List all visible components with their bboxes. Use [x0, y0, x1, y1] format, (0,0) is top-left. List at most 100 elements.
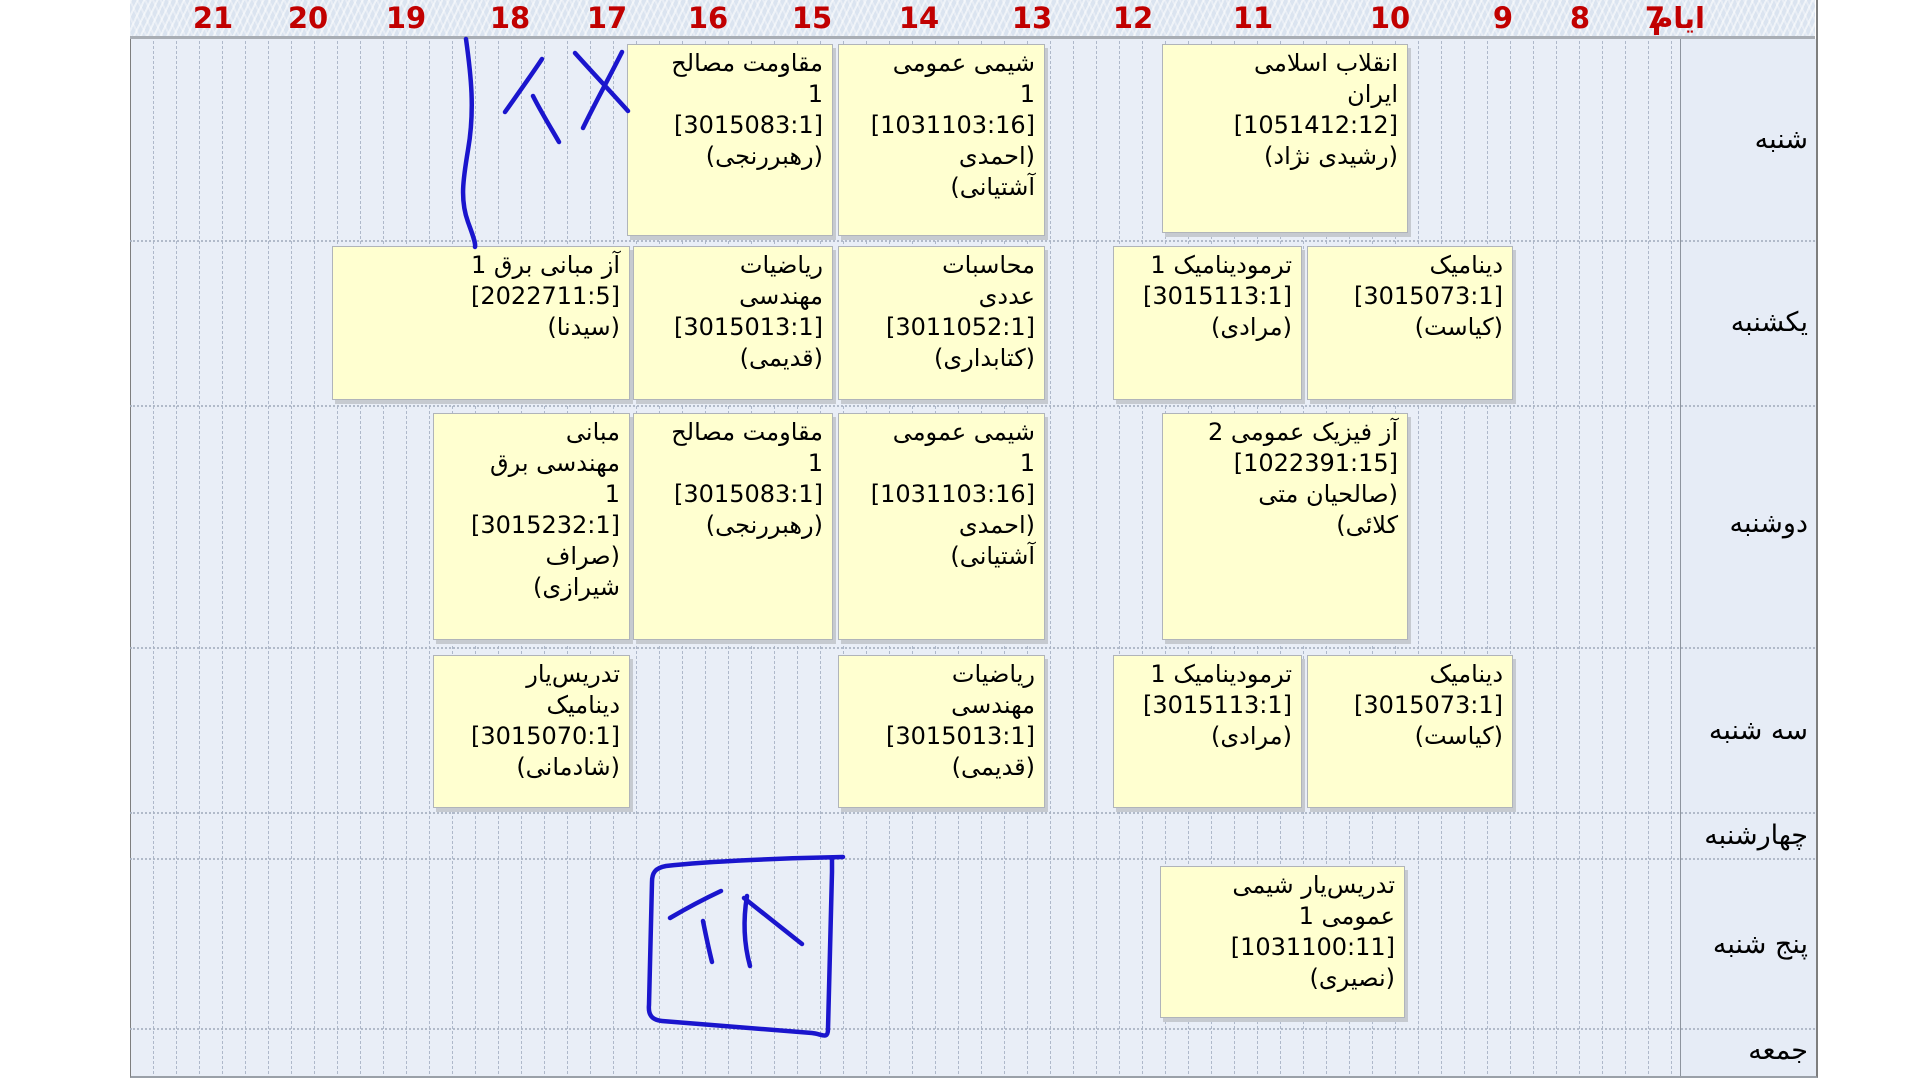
course-card[interactable]: مقاومت مصالح 1 [3015083:1] (رهبررنجی) — [633, 413, 833, 640]
row-separator-2 — [130, 647, 1815, 649]
course-text-line: مقاومت مصالح — [671, 418, 823, 446]
hour-label-17: 17 — [586, 1, 628, 35]
course-text-line: ریاضیات — [951, 660, 1035, 688]
course-text-line: (کیاست) — [1414, 313, 1503, 341]
course-card[interactable]: محاسبات عددی [3011052:1] (کتابداری) — [838, 246, 1045, 400]
course-text-line: شیمی عمومی — [892, 418, 1035, 446]
course-code: [3015073:1] — [1354, 691, 1503, 719]
course-text-line: شیرازی) — [533, 573, 620, 601]
course-code: [3015113:1] — [1143, 282, 1292, 310]
course-card[interactable]: تدریس‌یار دینامیک [3015070:1] (شادمانی) — [433, 655, 630, 808]
hour-label-19: 19 — [385, 1, 427, 35]
row-separator-1 — [130, 405, 1815, 407]
day-label: جمعه — [1748, 1035, 1808, 1066]
course-card[interactable]: ترمودینامیک 1 [3015113:1] (مرادی) — [1113, 655, 1302, 808]
course-text-line: (احمدی — [958, 511, 1035, 539]
course-text-line: (مرادی) — [1211, 313, 1292, 341]
course-card[interactable]: آز مبانی برق 1 [2022711:5] (سیدنا) — [332, 246, 630, 400]
course-code: [3015113:1] — [1143, 691, 1292, 719]
row-separator-5 — [130, 1028, 1815, 1030]
course-card[interactable]: ترمودینامیک 1 [3015113:1] (مرادی) — [1113, 246, 1302, 400]
day-label: یکشنبه — [1730, 307, 1808, 338]
course-text-line: (کیاست) — [1414, 722, 1503, 750]
hour-label-8: 8 — [1569, 1, 1591, 35]
course-text-line: ایران — [1347, 80, 1398, 108]
course-card[interactable]: آز فیزیک عمومی 2 [1022391:15] (صالحیان متی… — [1162, 413, 1408, 640]
course-text-line: (شادمانی) — [516, 753, 620, 781]
course-text-line: عددی — [978, 282, 1035, 310]
course-code: [1031100:11] — [1230, 933, 1395, 961]
course-text-line: آشتیانی) — [950, 542, 1035, 570]
course-code: [3015083:1] — [674, 480, 823, 508]
days-header-label: ایام — [1652, 1, 1705, 35]
course-text-line: (رهبررنجی) — [705, 142, 823, 170]
course-code: [2022711:5] — [471, 282, 620, 310]
course-card[interactable]: مقاومت مصالح 1 [3015083:1] (رهبررنجی) — [627, 44, 833, 236]
course-code: [3015013:1] — [674, 313, 823, 341]
row-separator-0 — [130, 240, 1815, 242]
day-column — [1680, 39, 1816, 1076]
course-text-line: تدریس‌یار — [526, 660, 620, 688]
course-text-line: محاسبات — [942, 251, 1035, 279]
course-code: [1031103:16] — [870, 480, 1035, 508]
timetable-frame — [130, 0, 1818, 1078]
course-code: [1051412:12] — [1233, 111, 1398, 139]
course-text-line: مقاومت مصالح — [671, 49, 823, 77]
course-code: [3015073:1] — [1354, 282, 1503, 310]
course-text-line: (رشیدی نژاد) — [1264, 142, 1398, 170]
course-text-line: (سیدنا) — [547, 313, 620, 341]
course-text-line: عمومی 1 — [1298, 902, 1395, 930]
course-card[interactable]: شیمی عمومی 1 [1031103:16] (احمدی آشتیانی) — [838, 413, 1045, 640]
day-label: دوشنبه — [1729, 508, 1808, 539]
hour-label-12: 12 — [1112, 1, 1154, 35]
course-card[interactable]: انقلاب اسلامی ایران [1051412:12] (رشیدی نژا… — [1162, 44, 1408, 233]
hour-label-15: 15 — [791, 1, 833, 35]
row-separator-4 — [130, 858, 1815, 860]
course-code: [3015013:1] — [886, 722, 1035, 750]
course-code: [1022391:15] — [1233, 449, 1398, 477]
course-code: [3015232:1] — [471, 511, 620, 539]
course-card[interactable]: دینامیک [3015073:1] (کیاست) — [1307, 246, 1513, 400]
hour-label-11: 11 — [1232, 1, 1274, 35]
course-code: [3015083:1] — [674, 111, 823, 139]
course-text-line: دینامیک — [1429, 251, 1504, 279]
hour-label-7: 7 — [1644, 1, 1666, 35]
course-card[interactable]: ریاضیات مهندسی [3015013:1] (قدیمی) — [838, 655, 1045, 808]
course-text-line: 1 — [604, 480, 620, 508]
course-code: [1031103:16] — [870, 111, 1035, 139]
hour-label-9: 9 — [1492, 1, 1514, 35]
course-text-line: (رهبررنجی) — [705, 511, 823, 539]
course-card[interactable]: مبانی مهندسی برق 1 [3015232:1] (صراف شیرازی) — [433, 413, 630, 640]
course-text-line: (صالحیان متی — [1258, 480, 1398, 508]
hours-header-row: ایام 21 20 19 18 17 16 15 14 13 12 11 10 9 8 7 — [130, 0, 1815, 39]
course-text-line: آز مبانی برق 1 — [470, 251, 620, 279]
hour-label-16: 16 — [687, 1, 729, 35]
course-code: [3015070:1] — [471, 722, 620, 750]
course-text-line: کلائی) — [1336, 511, 1398, 539]
course-text-line: مهندسی برق — [489, 449, 620, 477]
course-card[interactable]: شیمی عمومی 1 [1031103:16] (احمدی آشتیانی) — [838, 44, 1045, 236]
course-text-line: مبانی — [565, 418, 620, 446]
course-text-line: (کتابداری) — [933, 344, 1035, 372]
course-text-line: آشتیانی) — [950, 173, 1035, 201]
day-label: سه شنبه — [1708, 715, 1808, 746]
hour-label-14: 14 — [898, 1, 940, 35]
course-text-line: 1 — [807, 80, 823, 108]
course-text-line: 1 — [1019, 80, 1035, 108]
course-text-line: دینامیک — [1429, 660, 1504, 688]
hour-label-18: 18 — [489, 1, 531, 35]
course-text-line: (صراف — [545, 542, 620, 570]
hour-label-10: 10 — [1369, 1, 1411, 35]
course-text-line: ترمودینامیک 1 — [1150, 660, 1292, 688]
day-label: چهارشنبه — [1704, 820, 1808, 851]
course-text-line: مهندسی — [951, 691, 1035, 719]
course-text-line: (قدیمی) — [951, 753, 1035, 781]
course-text-line: ریاضیات — [739, 251, 823, 279]
hour-label-21: 21 — [192, 1, 234, 35]
course-card[interactable]: دینامیک [3015073:1] (کیاست) — [1307, 655, 1513, 808]
course-text-line: دینامیک — [546, 691, 621, 719]
course-card[interactable]: تدریس‌یار شیمی عمومی 1 [1031100:11] (نصیری) — [1160, 866, 1405, 1018]
course-text-line: 1 — [807, 449, 823, 477]
course-card[interactable]: ریاضیات مهندسی [3015013:1] (قدیمی) — [633, 246, 833, 400]
day-label: پنج شنبه — [1712, 929, 1808, 960]
